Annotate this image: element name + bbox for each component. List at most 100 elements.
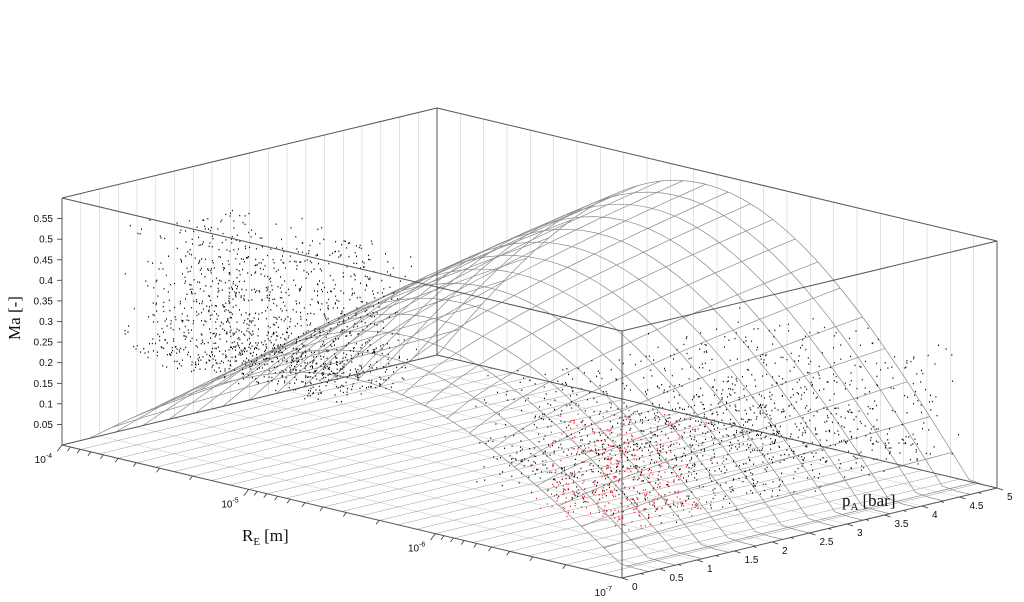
data-point [319, 268, 321, 270]
data-point [228, 300, 230, 302]
data-point [672, 472, 674, 474]
data-point [614, 524, 616, 527]
data-point [217, 315, 219, 317]
data-point [860, 451, 862, 453]
data-point [888, 442, 890, 444]
data-point [730, 441, 731, 444]
data-point [596, 485, 597, 487]
data-point [549, 446, 551, 448]
data-point [283, 262, 285, 264]
data-point [215, 277, 217, 279]
data-point [834, 432, 836, 434]
data-point [603, 432, 605, 434]
data-point [536, 468, 538, 471]
data-point [805, 422, 807, 424]
data-point [770, 424, 772, 427]
z-tick-label: 0.35 [34, 296, 54, 307]
data-point [823, 388, 825, 390]
data-point [225, 309, 227, 311]
data-point [535, 455, 537, 458]
data-point [618, 481, 620, 483]
data-point [566, 368, 568, 370]
data-point [252, 364, 254, 366]
data-point [216, 362, 218, 365]
data-point [266, 294, 268, 297]
data-point [176, 247, 178, 250]
data-point [357, 374, 359, 376]
data-point [601, 432, 603, 435]
data-point [615, 495, 617, 497]
data-point [768, 458, 770, 460]
data-point [850, 411, 852, 413]
data-point [796, 381, 798, 383]
data-point [349, 373, 351, 375]
data-point [711, 462, 713, 464]
data-point [135, 348, 137, 350]
data-point [656, 444, 658, 446]
data-point [687, 406, 689, 408]
data-point [538, 416, 540, 418]
data-point [233, 249, 235, 251]
data-point [290, 361, 292, 363]
data-point [391, 333, 393, 335]
data-point [806, 445, 808, 447]
data-point [179, 232, 181, 234]
data-point [670, 443, 672, 446]
data-point [522, 428, 524, 430]
data-point [256, 344, 258, 346]
data-point [199, 302, 200, 305]
data-point [624, 453, 626, 456]
data-point [366, 350, 368, 352]
data-point [162, 365, 164, 367]
data-point [826, 408, 828, 411]
data-point [764, 416, 766, 418]
data-point [629, 487, 630, 489]
data-point [221, 241, 223, 244]
data-point [551, 420, 553, 423]
data-point [796, 426, 798, 428]
data-point [702, 394, 704, 396]
data-point [284, 382, 286, 384]
data-point [761, 395, 762, 397]
data-point [353, 347, 354, 350]
data-point [295, 300, 297, 302]
data-point [326, 365, 328, 368]
data-point [164, 237, 166, 240]
data-point [286, 331, 288, 334]
data-point [234, 355, 236, 358]
data-point [906, 412, 908, 414]
data-point [654, 505, 655, 507]
data-point [579, 432, 580, 434]
data-point [724, 472, 726, 474]
data-point [518, 482, 520, 484]
data-point [581, 461, 583, 463]
data-point [388, 363, 390, 365]
data-point [349, 331, 351, 333]
data-point [328, 322, 330, 324]
data-point [726, 380, 728, 383]
data-point [645, 355, 647, 358]
data-point [754, 485, 756, 487]
data-point [264, 265, 266, 267]
data-point [139, 233, 141, 235]
data-point [280, 308, 282, 310]
data-point [641, 480, 643, 482]
data-point [280, 291, 282, 293]
data-point [664, 498, 666, 501]
data-point [319, 308, 321, 311]
data-point [743, 463, 745, 465]
data-point [637, 465, 638, 468]
data-point [734, 337, 736, 340]
data-point [184, 325, 186, 328]
data-point [284, 267, 286, 269]
data-point [644, 446, 646, 448]
data-point [193, 300, 195, 302]
data-point [770, 398, 772, 400]
data-point [724, 346, 725, 348]
data-point [857, 428, 859, 430]
data-point [718, 402, 720, 405]
data-point [730, 394, 732, 396]
data-point [404, 367, 406, 369]
data-point [348, 342, 350, 344]
data-point [563, 451, 565, 453]
